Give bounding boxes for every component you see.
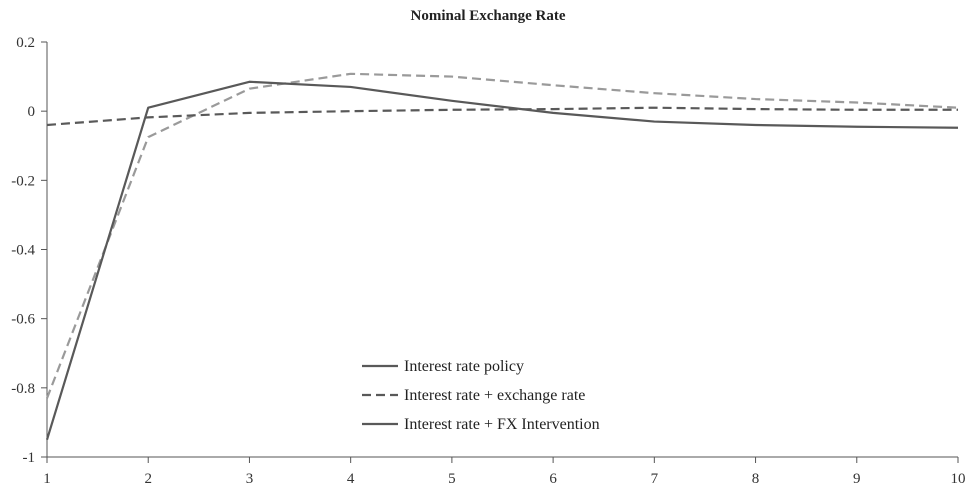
x-tick-label: 8	[752, 471, 760, 487]
x-tick-label: 7	[651, 471, 659, 487]
x-tick-label: 4	[347, 471, 355, 487]
series-layer	[45, 72, 959, 441]
x-tick-label: 2	[144, 471, 152, 487]
y-tick-label: -0.2	[11, 173, 35, 189]
x-tick-label: 9	[853, 471, 861, 487]
legend-label: Interest rate + FX Intervention	[404, 416, 600, 433]
legend-label: Interest rate + exchange rate	[404, 387, 585, 404]
y-tick-label: -0.4	[11, 243, 35, 259]
y-tick-label: 0	[28, 104, 36, 120]
x-axis-ticks: 1 2 3 4 5 6 7 8 9 10	[43, 457, 966, 487]
x-tick-label: 5	[448, 471, 456, 487]
y-axis-ticks: 0.2 0 -0.2 -0.4 -0.6 -0.8 -1	[11, 35, 47, 466]
legend: Interest rate policy Interest rate + exch…	[362, 358, 600, 433]
legend-label: Interest rate policy	[404, 358, 524, 375]
x-tick-label: 10	[951, 471, 966, 487]
y-tick-label: 0.2	[16, 35, 35, 51]
y-tick-label: -0.6	[11, 312, 35, 328]
series-line-light-dashed	[45, 72, 959, 399]
series-line-solid	[45, 80, 959, 441]
y-tick-label: -1	[23, 450, 36, 466]
x-tick-label: 6	[549, 471, 557, 487]
series-line-dashed	[46, 106, 958, 127]
x-tick-label: 3	[246, 471, 254, 487]
chart-title: Nominal Exchange Rate	[411, 8, 566, 24]
x-tick-label: 1	[43, 471, 51, 487]
y-tick-label: -0.8	[11, 381, 35, 397]
